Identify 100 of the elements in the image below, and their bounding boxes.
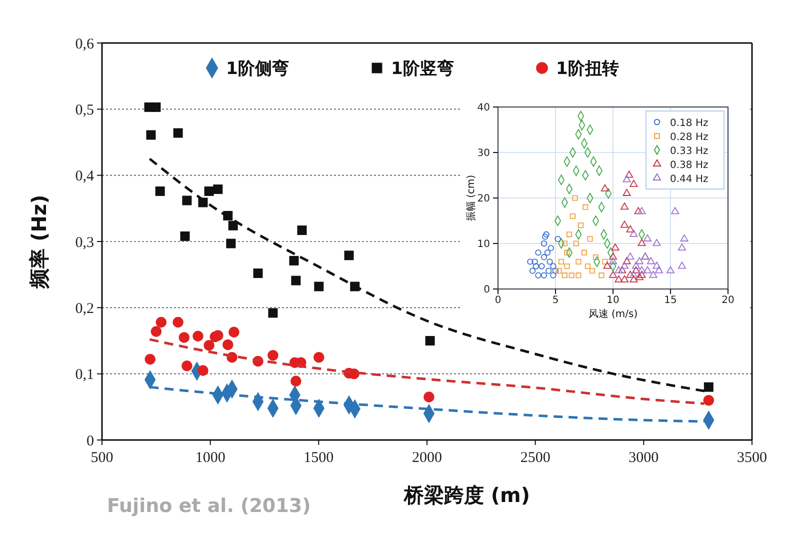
point bbox=[630, 230, 638, 237]
point bbox=[625, 170, 634, 178]
point bbox=[150, 326, 162, 337]
legend-label: 0.38 Hz bbox=[670, 160, 708, 171]
point bbox=[638, 207, 646, 214]
point bbox=[678, 243, 686, 251]
point bbox=[182, 360, 192, 372]
y-tick-label: 40 bbox=[477, 102, 490, 114]
point bbox=[562, 240, 568, 246]
point bbox=[620, 275, 629, 282]
point bbox=[622, 257, 631, 264]
point bbox=[611, 243, 620, 251]
point bbox=[635, 257, 644, 264]
point bbox=[344, 250, 354, 260]
point bbox=[291, 276, 301, 286]
point bbox=[638, 266, 646, 274]
point bbox=[268, 308, 278, 318]
point bbox=[649, 270, 658, 278]
x-tick-label: 1500 bbox=[304, 450, 334, 466]
point bbox=[532, 263, 540, 270]
point bbox=[576, 272, 582, 278]
x-tick-label: 2500 bbox=[520, 450, 550, 466]
point bbox=[268, 350, 278, 361]
point bbox=[602, 258, 608, 264]
x-tick-label: 1000 bbox=[195, 450, 226, 466]
y-tick-label: 0,4 bbox=[75, 168, 94, 185]
point bbox=[566, 232, 572, 238]
point bbox=[572, 195, 578, 201]
y-tick-label: 0 bbox=[86, 433, 94, 450]
point bbox=[527, 258, 534, 265]
point bbox=[576, 258, 582, 264]
point bbox=[550, 272, 556, 278]
point bbox=[608, 257, 618, 264]
point bbox=[638, 270, 646, 278]
x-axis-title: 风速 (m/s) bbox=[588, 308, 638, 320]
y-axis-title: 频率 (Hz) bbox=[27, 194, 51, 290]
point bbox=[425, 336, 435, 346]
point bbox=[204, 186, 214, 196]
legend-label: 0.18 Hz bbox=[670, 118, 708, 129]
x-axis-title: 桥梁跨度 (m) bbox=[402, 483, 530, 507]
point bbox=[638, 238, 646, 246]
point bbox=[564, 263, 570, 270]
point bbox=[643, 266, 652, 274]
point bbox=[532, 258, 538, 265]
x-tick-label: 5 bbox=[552, 295, 559, 306]
point bbox=[620, 202, 629, 210]
point bbox=[626, 270, 634, 278]
point bbox=[548, 244, 554, 252]
y-tick-label: 30 bbox=[477, 148, 490, 159]
point bbox=[620, 220, 629, 228]
point bbox=[562, 272, 568, 278]
y-tick-label: 0,1 bbox=[75, 367, 94, 384]
point bbox=[544, 250, 551, 256]
point bbox=[314, 282, 324, 292]
point bbox=[622, 188, 631, 196]
point bbox=[540, 254, 548, 260]
point bbox=[618, 266, 626, 274]
y-tick-label: 0,5 bbox=[75, 102, 94, 118]
point bbox=[635, 273, 644, 280]
point bbox=[172, 316, 184, 328]
point bbox=[578, 222, 584, 228]
point bbox=[632, 266, 640, 274]
y-tick-label: 0,6 bbox=[75, 36, 94, 52]
point bbox=[608, 270, 618, 278]
point bbox=[213, 184, 223, 194]
point bbox=[198, 365, 208, 376]
x-tick-label: 10 bbox=[606, 295, 620, 306]
point bbox=[590, 268, 596, 274]
point bbox=[144, 354, 156, 365]
point bbox=[182, 196, 192, 206]
point bbox=[552, 268, 559, 274]
point bbox=[592, 254, 599, 260]
legend-label: 0.28 Hz bbox=[670, 132, 708, 143]
point bbox=[228, 220, 238, 230]
point bbox=[643, 234, 652, 242]
y-axis-title: 振幅 (cm) bbox=[465, 174, 477, 222]
legend-label: 1阶竖弯 bbox=[391, 59, 454, 79]
point bbox=[630, 270, 638, 278]
point bbox=[581, 250, 588, 256]
point bbox=[634, 207, 642, 214]
text: Fujino et al. (2013) bbox=[107, 495, 311, 517]
y-tick-label: 0,3 bbox=[75, 234, 94, 251]
point bbox=[540, 240, 548, 247]
point bbox=[652, 238, 661, 246]
point bbox=[542, 234, 548, 240]
point bbox=[646, 257, 655, 264]
point bbox=[570, 213, 576, 219]
point bbox=[289, 256, 299, 266]
x-tick-label: 20 bbox=[722, 295, 734, 306]
legend-label: 1阶侧弯 bbox=[226, 59, 289, 79]
point bbox=[156, 316, 166, 328]
x-tick-label: 500 bbox=[90, 450, 114, 466]
point bbox=[173, 128, 183, 138]
point bbox=[608, 252, 618, 260]
point bbox=[568, 272, 574, 278]
y-tick-label: 10 bbox=[477, 239, 490, 250]
legend-label: 0.44 Hz bbox=[670, 174, 708, 185]
point bbox=[703, 394, 714, 406]
point bbox=[587, 236, 593, 242]
y-tick-label: 0 bbox=[484, 284, 490, 296]
